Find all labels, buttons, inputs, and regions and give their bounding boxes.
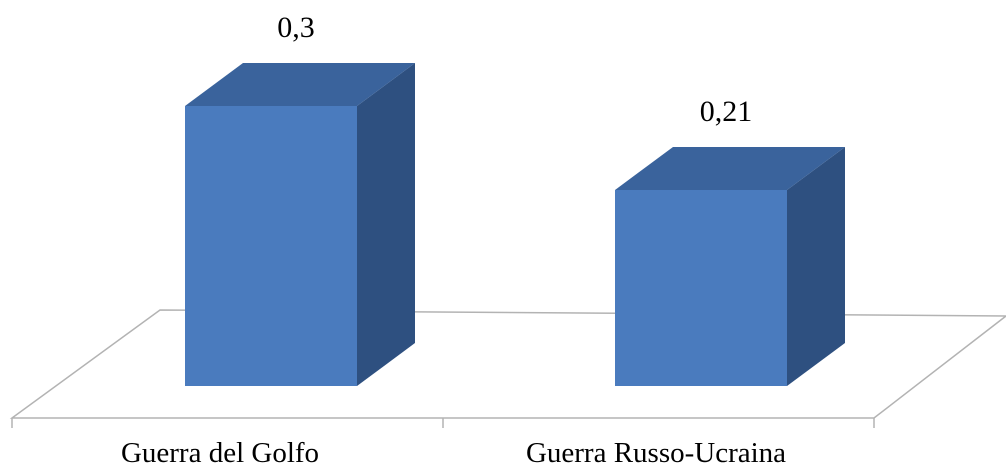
bar-top-face: [615, 147, 845, 190]
bar-front-face: [615, 190, 787, 386]
chart-floor: [9, 309, 1006, 419]
bar-side-face: [787, 147, 845, 386]
x-tick-label: Guerra del Golfo: [121, 437, 319, 469]
bar-front-face: [185, 106, 357, 386]
data-label: 0,3: [277, 11, 315, 44]
data-label: 0,21: [700, 95, 753, 128]
bar-top-face: [185, 63, 415, 106]
bar: [615, 147, 845, 386]
bar: [185, 63, 415, 386]
bar-side-face: [357, 63, 415, 386]
x-tick-label: Guerra Russo-Ucraina: [526, 437, 786, 469]
